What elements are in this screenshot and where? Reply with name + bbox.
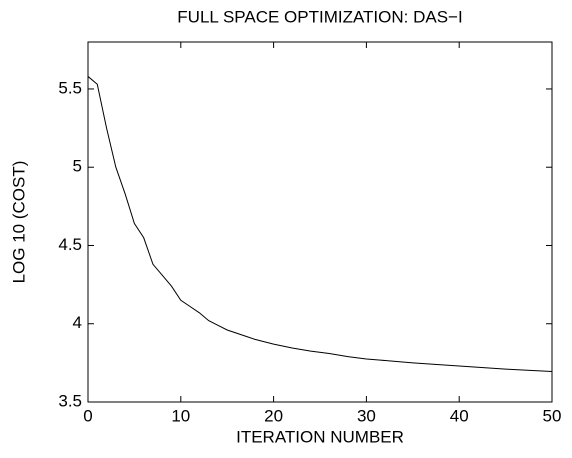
x-tick-label: 50 <box>543 406 562 425</box>
line <box>87 76 553 372</box>
x-tick-label: 30 <box>357 406 376 425</box>
x-tick-label: 40 <box>450 406 469 425</box>
x-tick-label: 10 <box>171 406 190 425</box>
chart-title: FULL SPACE OPTIMIZATION: DAS−I <box>177 7 462 26</box>
x-axis-label: ITERATION NUMBER <box>236 427 404 446</box>
y-tick-label: 4.5 <box>58 235 82 254</box>
y-tick-label: 4 <box>73 313 82 332</box>
x-tick-label: 0 <box>83 406 92 425</box>
y-tick-label: 5 <box>73 157 82 176</box>
x-tick-label: 20 <box>264 406 283 425</box>
y-tick-label: 3.5 <box>58 391 82 410</box>
plot-frame <box>87 41 553 403</box>
y-axis-label: LOG 10 (COST) <box>9 161 28 284</box>
y-tick-label: 5.5 <box>58 78 82 97</box>
